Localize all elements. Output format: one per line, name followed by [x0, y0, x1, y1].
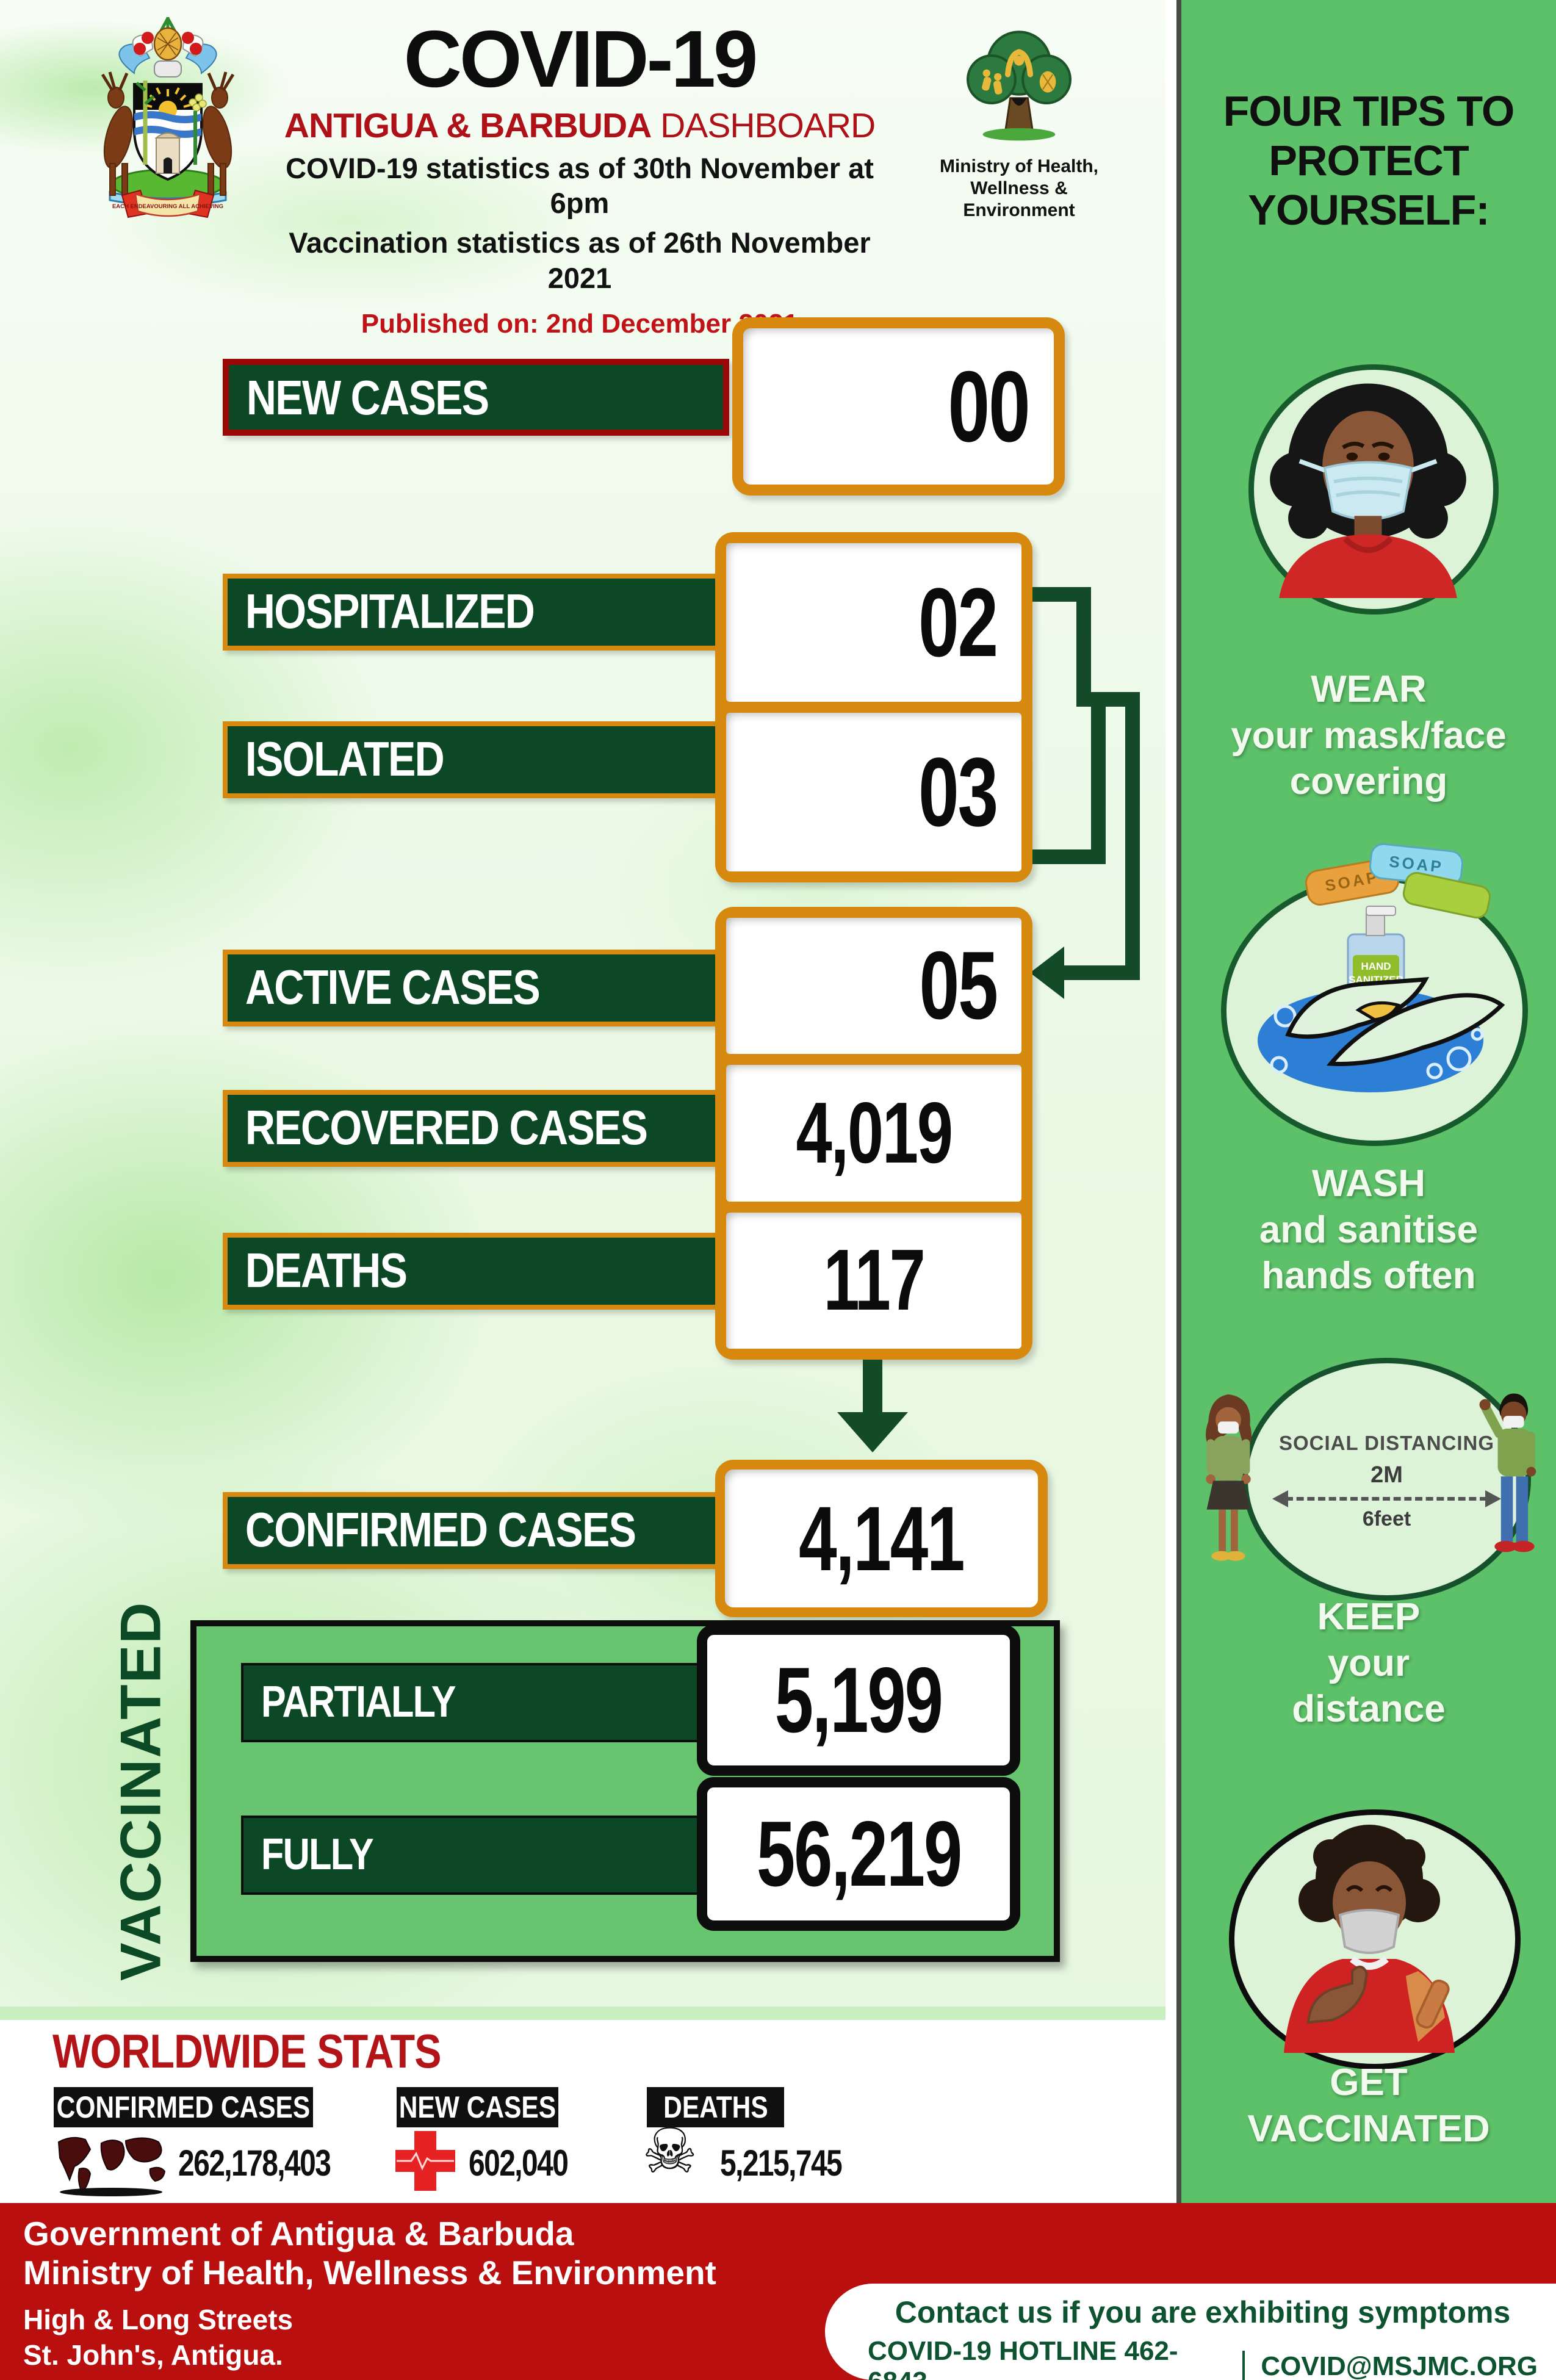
active-cases-value: 05: [919, 932, 999, 1040]
tips-heading: FOUR TIPS TO PROTECT YOURSELF:: [1223, 87, 1515, 234]
ministry-logo-text: Ministry of Health, Wellness & Environme…: [915, 156, 1123, 222]
keep-distance-badge: SOCIAL DISTANCING 2M 6feet: [1181, 1352, 1556, 1601]
fully-value: 56,219: [756, 1801, 962, 1906]
hotline: COVID-19 HOTLINE 462-6843: [868, 2336, 1178, 2380]
published-line: Published on: 2nd December 2021: [361, 308, 799, 339]
hospitalized-isolated-value-group: 02 03: [715, 532, 1032, 882]
wash-hands-icon: SOAP SOAP HAND SANITIZER: [1258, 843, 1505, 1092]
ministry-logo-line2: Wellness & Environment: [963, 178, 1075, 220]
flow-connector: [1062, 965, 1140, 980]
divider-strip: [0, 2007, 1165, 2020]
svg-text:HAND: HAND: [1361, 961, 1391, 972]
partially-value-box: 5,199: [697, 1625, 1020, 1776]
distance-meters-label: 2M: [1371, 1462, 1403, 1488]
hospitalized-value: 02: [918, 568, 998, 677]
government-line: Government of Antigua & Barbuda: [23, 2215, 574, 2252]
worldwide-title: WORLDWIDE STATS: [52, 2024, 442, 2078]
tips-sidebar: FOUR TIPS TO PROTECT YOURSELF: WEA: [1181, 0, 1556, 2203]
vaccination-asof-line: Vaccination statistics as of 26th Novemb…: [289, 226, 871, 294]
social-distancing-title: SOCIAL DISTANCING: [1278, 1432, 1495, 1454]
isolated-label: ISOLATED: [223, 721, 729, 798]
contact-line: COVID-19 HOTLINE 462-6843 COVID@MSJMC.OR…: [868, 2336, 1538, 2380]
masked-woman-icon: [1270, 383, 1466, 598]
worldwide-new-label: NEW CASES: [397, 2087, 558, 2127]
get-vaccinated-badge: [1229, 1809, 1521, 2069]
new-cases-label: NEW CASES: [223, 359, 729, 436]
keep-distance-caption: KEEP your distance: [1292, 1596, 1446, 1731]
ministry-line: Ministry of Health, Wellness & Environme…: [23, 2254, 716, 2292]
flow-connector: [1125, 692, 1140, 980]
flow-connector: [1032, 849, 1106, 864]
contact-email: COVID@MSJMC.ORG: [1261, 2351, 1538, 2380]
sidebar-gap: [1165, 0, 1176, 2203]
wash-hands-caption: WASH and sanitise hands often: [1259, 1163, 1479, 1297]
svg-text:EACH ENDEAVOURING ALL ACHIEVIN: EACH ENDEAVOURING ALL ACHIEVING: [112, 203, 223, 210]
page-title: COVID-19: [403, 14, 758, 104]
fully-label: FULLY: [241, 1816, 702, 1895]
new-cases-value-box: 00: [732, 317, 1065, 496]
ministry-logo-line1: Ministry of Health,: [939, 156, 1099, 176]
subtitle-country: ANTIGUA & BARBUDA: [284, 106, 652, 145]
new-cases-value: 00: [948, 350, 1031, 463]
red-cross-icon: [395, 2131, 455, 2191]
sidebar-border-line: [1176, 0, 1181, 2203]
ministry-logo-icon: [967, 31, 1072, 141]
subtitle-rest: DASHBOARD: [651, 106, 876, 145]
confirmed-cases-arrow-icon: [837, 1412, 908, 1452]
flow-connector: [863, 1360, 882, 1413]
confirmed-cases-label: CONFIRMED CASES: [223, 1492, 729, 1569]
worldwide-new-value: 602,040: [469, 2142, 569, 2183]
isolated-value: 03: [918, 737, 998, 846]
recovered-cases-label: RECOVERED CASES: [223, 1090, 729, 1167]
address-line1: High & Long Streets: [23, 2304, 294, 2335]
worldwide-deaths-label: DEATHS: [647, 2087, 784, 2127]
header: COVID-19 ANTIGUA & BARBUDA DASHBOARD COV…: [256, 14, 903, 339]
wear-mask-badge: [1248, 364, 1499, 615]
recovered-cases-value: 4,019: [796, 1084, 953, 1181]
contact-heading: Contact us if you are exhibiting symptom…: [895, 2295, 1511, 2329]
hospitalized-label: HOSPITALIZED: [223, 574, 729, 651]
vaccinated-side-label: VACCINATED: [108, 1601, 173, 1982]
wear-mask-caption: WEAR your mask/face covering: [1231, 668, 1507, 803]
distancing-man-icon: [1479, 1393, 1536, 1552]
worldwide-deaths-value: 5,215,745: [720, 2142, 843, 2183]
active-cases-label: ACTIVE CASES: [223, 950, 729, 1026]
contact-bubble: Contact us if you are exhibiting symptom…: [825, 2284, 1556, 2380]
confirmed-cases-value: 4,141: [799, 1487, 965, 1590]
worldwide-confirmed-value: 262,178,403: [178, 2142, 331, 2183]
distance-feet-label: 6feet: [1362, 1507, 1411, 1531]
address-line2: St. John's, Antigua.: [23, 2339, 283, 2371]
active-recovered-deaths-value-group: 05 4,019 117: [715, 907, 1032, 1360]
confirmed-cases-value-box: 4,141: [715, 1460, 1048, 1617]
coat-of-arms-logo: EACH ENDEAVOURING ALL ACHIEVING: [101, 17, 235, 218]
vaccinated-person-icon: [1284, 1825, 1455, 2053]
stats-asof-line: COVID-19 statistics as of 30th November …: [286, 151, 874, 219]
world-map-icon: [57, 2137, 166, 2196]
distancing-woman-icon: [1206, 1394, 1252, 1561]
flow-connector: [1076, 587, 1091, 707]
active-cases-arrow-icon: [1030, 947, 1064, 999]
flow-connector: [1091, 707, 1106, 864]
deaths-label: DEATHS: [223, 1233, 729, 1310]
contact-divider: [1242, 2351, 1245, 2380]
deaths-value: 117: [823, 1231, 925, 1329]
skull-icon: ☠: [642, 2116, 698, 2186]
fully-value-box: 56,219: [697, 1777, 1020, 1931]
partially-value: 5,199: [774, 1648, 943, 1752]
get-vaccinated-caption: GET VACCINATED: [1247, 2061, 1490, 2150]
worldwide-confirmed-label: CONFIRMED CASES: [54, 2087, 313, 2127]
partially-label: PARTIALLY: [241, 1663, 702, 1742]
dashboard-subtitle: ANTIGUA & BARBUDA DASHBOARD: [256, 106, 903, 146]
